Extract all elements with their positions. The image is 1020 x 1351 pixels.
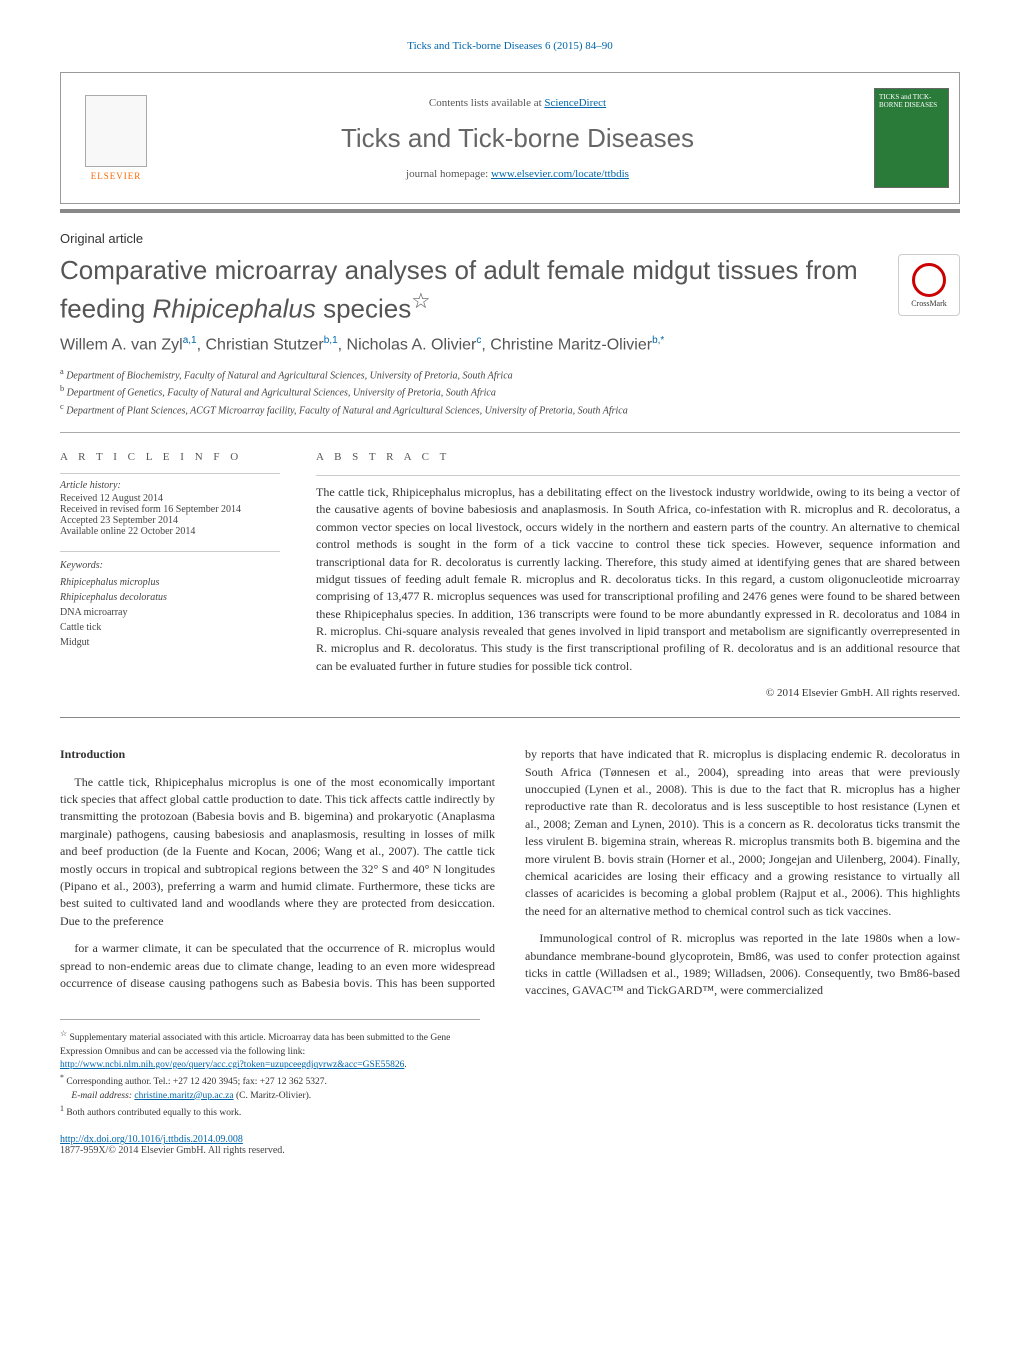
keyword-3: DNA microarray bbox=[60, 605, 280, 620]
footnote-corr-text: Corresponding author. Tel.: +27 12 420 3… bbox=[66, 1077, 327, 1087]
abstract-copyright: © 2014 Elsevier GmbH. All rights reserve… bbox=[316, 687, 960, 699]
article-title: Comparative microarray analyses of adult… bbox=[60, 254, 878, 325]
footnote-corr-label: * bbox=[60, 1073, 64, 1082]
footnote-contrib-label: 1 bbox=[60, 1104, 64, 1113]
homepage-label: journal homepage: bbox=[406, 168, 491, 180]
abstract-body: The cattle tick, Rhipicephalus microplus… bbox=[316, 475, 960, 675]
history-online: Available online 22 October 2014 bbox=[60, 526, 280, 537]
footnote-corresponding: * Corresponding author. Tel.: +27 12 420… bbox=[60, 1072, 480, 1089]
keyword-2: Rhipicephalus decoloratus bbox=[60, 592, 167, 603]
journal-header-box: ELSEVIER Contents lists available at Sci… bbox=[60, 72, 960, 204]
author-4: Christine Maritz-Olivier bbox=[490, 336, 652, 353]
footnote-star-label: ☆ bbox=[60, 1029, 67, 1038]
footnote-contrib-text: Both authors contributed equally to this… bbox=[66, 1108, 241, 1118]
author-2-aff: b,1 bbox=[324, 335, 338, 346]
crossmark-label: CrossMark bbox=[911, 299, 947, 308]
email-link[interactable]: christine.maritz@up.ac.za bbox=[134, 1091, 233, 1101]
footnote-star: ☆ Supplementary material associated with… bbox=[60, 1028, 480, 1072]
journal-title: Ticks and Tick-borne Diseases bbox=[171, 123, 864, 154]
footnote-contrib: 1 Both authors contributed equally to th… bbox=[60, 1103, 480, 1120]
header-bar bbox=[60, 209, 960, 213]
author-3-aff: c bbox=[476, 335, 481, 346]
running-head: Ticks and Tick-borne Diseases 6 (2015) 8… bbox=[60, 40, 960, 52]
crossmark-badge[interactable]: CrossMark bbox=[898, 254, 960, 316]
keyword-5: Midgut bbox=[60, 635, 280, 650]
author-4-aff: b,* bbox=[652, 335, 664, 346]
abstract: A B S T R A C T The cattle tick, Rhipice… bbox=[316, 451, 960, 699]
contents-line: Contents lists available at ScienceDirec… bbox=[171, 97, 864, 109]
email-tail: (C. Maritz-Olivier). bbox=[234, 1091, 312, 1101]
paragraph-1: The cattle tick, Rhipicephalus microplus… bbox=[60, 774, 495, 931]
crossmark-icon bbox=[912, 263, 946, 297]
history-label: Article history: bbox=[60, 480, 280, 491]
footnotes: ☆ Supplementary material associated with… bbox=[60, 1019, 480, 1120]
author-2: Christian Stutzer bbox=[205, 336, 323, 353]
article-type: Original article bbox=[60, 231, 960, 246]
affiliations: a Department of Biochemistry, Faculty of… bbox=[60, 366, 960, 418]
footnote-star-period: . bbox=[404, 1060, 406, 1070]
aff-a: Department of Biochemistry, Faculty of N… bbox=[66, 370, 512, 381]
title-italic: Rhipicephalus bbox=[153, 293, 316, 323]
history-revised: Received in revised form 16 September 20… bbox=[60, 504, 280, 515]
author-3: Nicholas A. Olivier bbox=[347, 336, 477, 353]
homepage-link[interactable]: www.elsevier.com/locate/ttbdis bbox=[491, 168, 629, 180]
article-info-head: A R T I C L E I N F O bbox=[60, 451, 280, 463]
elsevier-label: ELSEVIER bbox=[91, 171, 142, 181]
footnote-star-text: Supplementary material associated with t… bbox=[60, 1033, 450, 1056]
geo-link[interactable]: http://www.ncbi.nlm.nih.gov/geo/query/ac… bbox=[60, 1060, 404, 1070]
aff-c: Department of Plant Sciences, ACGT Micro… bbox=[66, 405, 628, 416]
journal-cover-thumbnail: TICKS and TICK-BORNE DISEASES bbox=[874, 88, 949, 188]
footnote-email: E-mail address: christine.maritz@up.ac.z… bbox=[60, 1090, 480, 1103]
keyword-1: Rhipicephalus microplus bbox=[60, 577, 159, 588]
paragraph-3: Immunological control of R. microplus wa… bbox=[525, 930, 960, 1000]
separator bbox=[60, 432, 960, 433]
history-received: Received 12 August 2014 bbox=[60, 493, 280, 504]
keywords-label: Keywords: bbox=[60, 558, 280, 573]
elsevier-logo: ELSEVIER bbox=[71, 83, 161, 193]
separator-thick bbox=[60, 717, 960, 718]
email-label: E-mail address: bbox=[71, 1091, 134, 1101]
aff-b: Department of Genetics, Faculty of Natur… bbox=[67, 388, 496, 399]
doi-block: http://dx.doi.org/10.1016/j.ttbdis.2014.… bbox=[60, 1134, 960, 1156]
author-1-aff: a,1 bbox=[183, 335, 197, 346]
author-1: Willem A. van Zyl bbox=[60, 336, 183, 353]
journal-homepage: journal homepage: www.elsevier.com/locat… bbox=[171, 168, 864, 180]
keyword-4: Cattle tick bbox=[60, 620, 280, 635]
title-suffix: species bbox=[316, 293, 411, 323]
issn-line: 1877-959X/© 2014 Elsevier GmbH. All righ… bbox=[60, 1145, 285, 1156]
body-text: Introduction The cattle tick, Rhipicepha… bbox=[60, 746, 960, 1001]
sciencedirect-link[interactable]: ScienceDirect bbox=[544, 97, 606, 109]
doi-link[interactable]: http://dx.doi.org/10.1016/j.ttbdis.2014.… bbox=[60, 1134, 243, 1145]
elsevier-tree-icon bbox=[85, 95, 147, 167]
contents-prefix: Contents lists available at bbox=[429, 97, 544, 109]
title-footnote-star: ☆ bbox=[411, 288, 430, 313]
section-head-introduction: Introduction bbox=[60, 746, 495, 763]
authors: Willem A. van Zyla,1, Christian Stutzerb… bbox=[60, 335, 960, 354]
abstract-head: A B S T R A C T bbox=[316, 451, 960, 463]
history-accepted: Accepted 23 September 2014 bbox=[60, 515, 280, 526]
article-info: A R T I C L E I N F O Article history: R… bbox=[60, 451, 280, 699]
